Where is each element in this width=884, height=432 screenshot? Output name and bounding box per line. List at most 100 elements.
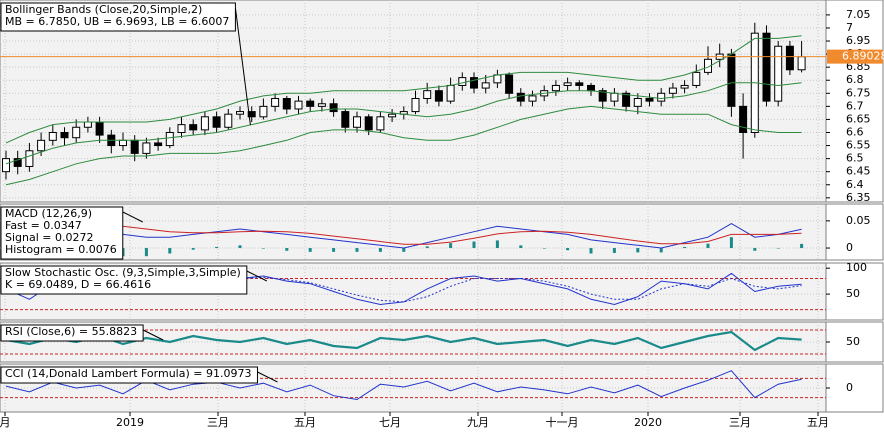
candle-body xyxy=(48,131,57,141)
histogram-bar xyxy=(612,248,616,253)
histogram-bar xyxy=(215,246,219,249)
candle-body xyxy=(785,45,794,71)
legend-pointer xyxy=(257,371,278,383)
candle-body xyxy=(692,71,701,86)
candle-body xyxy=(329,103,338,113)
y-tick-label: 100 xyxy=(846,261,867,274)
candle-body xyxy=(797,56,806,71)
histogram-bar xyxy=(402,248,406,252)
candle-body xyxy=(645,98,654,102)
candle-body xyxy=(610,92,619,102)
candle-body xyxy=(423,90,432,100)
candle-body xyxy=(212,116,221,128)
legend: CCI (14,Donald Lambert Formula) = 91.097… xyxy=(0,366,258,384)
candle-body xyxy=(13,158,22,167)
last-price-label: 6.89028 xyxy=(842,50,884,63)
legend-text: MB = 6.7850, UB = 6.9693, LB = 6.6007 xyxy=(5,15,229,28)
histogram-bar xyxy=(449,243,453,249)
legend: Slow Stochastic Osc. (9,3,Simple,3,Simpl… xyxy=(0,265,248,295)
candle-body xyxy=(388,113,397,118)
histogram-bar xyxy=(261,248,265,249)
panel-background xyxy=(0,203,827,261)
axis-background xyxy=(825,203,884,261)
histogram-bar xyxy=(168,248,172,254)
candle-body xyxy=(294,100,303,110)
last-price-box xyxy=(827,49,883,64)
histogram-bar xyxy=(308,248,312,252)
candle-body xyxy=(189,124,198,131)
x-tick-label: 五月 xyxy=(807,416,829,429)
candle-body xyxy=(657,92,666,102)
candle-body xyxy=(762,32,771,102)
x-tick-label: 七月 xyxy=(379,416,401,429)
legend-box xyxy=(0,265,248,295)
histogram-bar xyxy=(636,248,640,253)
candle-body xyxy=(282,98,291,110)
x-tick-label: 2020 xyxy=(634,416,662,429)
legend-box xyxy=(0,366,258,384)
axis-background xyxy=(825,0,884,203)
y-tick-label: 0 xyxy=(846,381,853,394)
candle-body xyxy=(165,131,174,147)
candle-body xyxy=(587,84,595,92)
y-tick-label: 6.35 xyxy=(846,191,871,204)
candle-body xyxy=(376,116,385,131)
x-tick-label: 九月 xyxy=(467,416,489,429)
candle-body xyxy=(2,158,10,173)
histogram-bar xyxy=(706,243,710,249)
legend-pointer xyxy=(246,270,268,282)
histogram-bar xyxy=(378,248,382,252)
histogram-bar xyxy=(800,243,804,249)
candle-body xyxy=(364,116,373,131)
y-tick-label: 50 xyxy=(846,287,860,300)
histogram-bar xyxy=(285,248,289,251)
series-line xyxy=(5,35,802,144)
legend-box xyxy=(0,324,144,342)
x-tick-label: 三月 xyxy=(729,416,751,429)
histogram-bar xyxy=(472,241,476,249)
candle-body xyxy=(95,121,104,136)
x-tick-label: 月 xyxy=(0,416,11,429)
histogram-bar xyxy=(355,248,359,252)
candle-body xyxy=(458,77,467,86)
candle-body xyxy=(739,105,748,133)
y-tick-label: 50 xyxy=(846,335,860,348)
candle-body xyxy=(37,139,46,152)
histogram-bar xyxy=(659,248,663,253)
y-tick-label: 6.7 xyxy=(846,99,864,112)
candle-body xyxy=(200,116,209,131)
legend: Bollinger Bands (Close,20,Simple,2)MB = … xyxy=(0,2,236,32)
legend-text: RSI (Close,6) = 55.8823 xyxy=(5,325,137,338)
candle-body xyxy=(411,98,420,113)
candle-body xyxy=(598,90,607,102)
legend-box xyxy=(0,206,124,260)
x-tick-label: 三月 xyxy=(207,416,229,429)
histogram-bar xyxy=(332,248,336,252)
histogram-bar xyxy=(238,245,242,249)
candle-body xyxy=(774,45,783,102)
histogram-bar xyxy=(753,248,757,251)
candle-body xyxy=(142,142,151,154)
candle-body xyxy=(306,100,315,107)
candle-body xyxy=(563,82,572,86)
candle-body xyxy=(727,53,736,107)
candle-body xyxy=(353,116,361,128)
candle-body xyxy=(528,95,537,102)
x-tick-label: 2019 xyxy=(116,416,144,429)
candle-body xyxy=(505,74,514,94)
candle-body xyxy=(60,131,69,139)
histogram-bar xyxy=(683,246,687,249)
histogram-bar xyxy=(519,245,523,249)
series-line xyxy=(5,370,802,401)
candle-body xyxy=(704,58,712,73)
candle-body xyxy=(247,111,256,118)
legend-text: K = 69.0489, D = 66.4616 xyxy=(5,278,151,291)
candle-body xyxy=(317,103,326,107)
y-tick-label: 6.65 xyxy=(846,112,871,125)
legend-text: Slow Stochastic Osc. (9,3,Simple,3,Simpl… xyxy=(5,266,241,279)
candle-body xyxy=(341,111,350,128)
y-tick-label: 6.4 xyxy=(846,178,864,191)
legend-box xyxy=(0,2,236,32)
axis-background xyxy=(825,262,884,321)
